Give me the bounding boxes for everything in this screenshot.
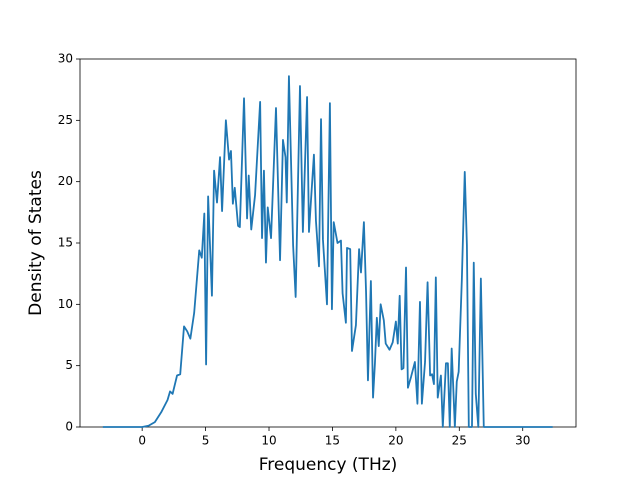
y-tick-label: 0 — [65, 420, 73, 434]
y-tick-label: 10 — [58, 297, 73, 311]
y-tick-label: 5 — [65, 358, 73, 372]
x-axis-label: Frequency (THz) — [259, 455, 398, 475]
x-tick-label: 25 — [452, 434, 467, 448]
y-axis-label: Density of States — [26, 170, 46, 316]
x-tick-label: 15 — [325, 434, 340, 448]
data-line — [102, 75, 553, 428]
y-tick-label: 25 — [58, 113, 73, 127]
x-tick-label: 5 — [202, 434, 210, 448]
y-tick-label: 30 — [58, 52, 73, 66]
x-tick-label: 0 — [138, 434, 146, 448]
x-tick-label: 30 — [515, 434, 530, 448]
x-tick-label: 20 — [388, 434, 403, 448]
y-tick-label: 15 — [58, 236, 73, 250]
x-tick-label: 10 — [261, 434, 276, 448]
y-tick-label: 20 — [58, 174, 73, 188]
